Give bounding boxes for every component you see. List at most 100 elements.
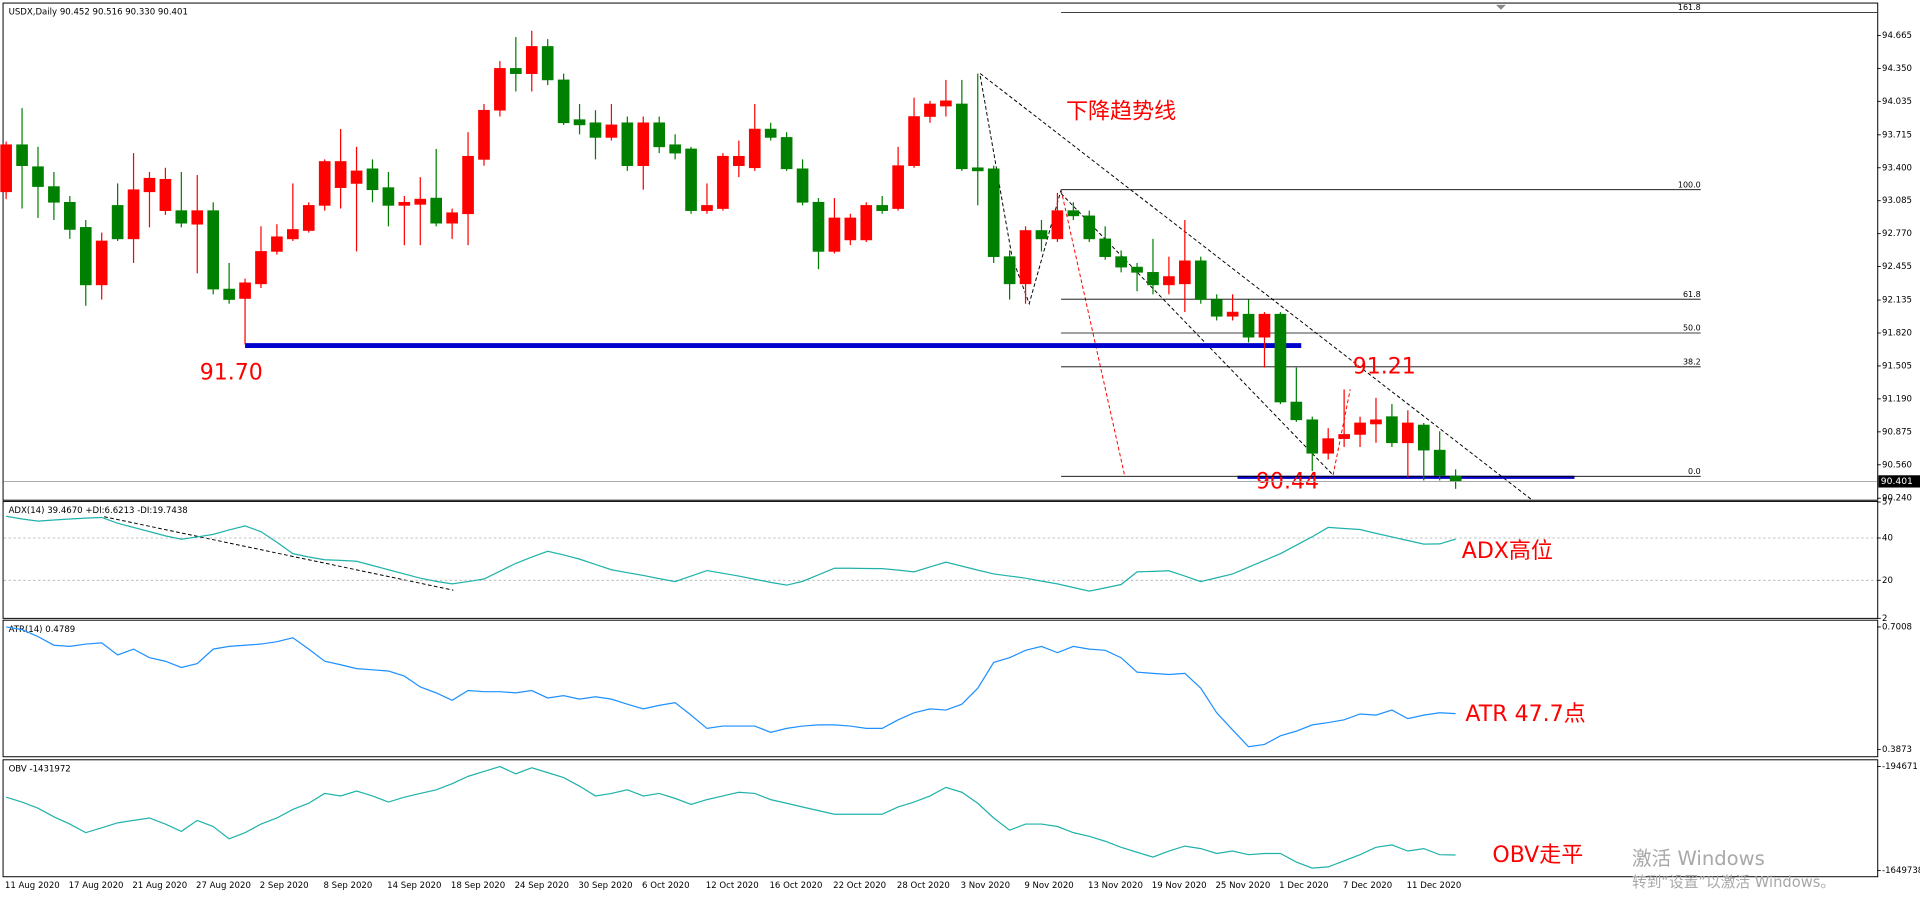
candle-body bbox=[525, 46, 538, 74]
pane-title: ADX(14) 39.4670 +DI:6.6213 -DI:19.7438 bbox=[9, 506, 188, 516]
candle-body bbox=[1115, 256, 1127, 268]
candle-body bbox=[1147, 272, 1159, 286]
price-label: 90.401 bbox=[1881, 476, 1913, 487]
pane-title: OBV -1431972 bbox=[9, 764, 71, 774]
candle-body bbox=[48, 186, 60, 203]
x-tick-label: 9 Nov 2020 bbox=[1024, 881, 1073, 891]
candle-body bbox=[1338, 434, 1350, 439]
watermark: 激活 Windows bbox=[1632, 847, 1765, 870]
candle-body bbox=[987, 168, 1000, 257]
candle-body bbox=[637, 122, 650, 166]
candle-body bbox=[382, 187, 395, 206]
candle-body bbox=[924, 103, 936, 117]
candle-body bbox=[1306, 419, 1319, 454]
y-tick-label: 93.400 bbox=[1882, 163, 1912, 173]
candle-body bbox=[366, 168, 379, 191]
atr-pane bbox=[2, 619, 1879, 758]
y-tick-label: 94.350 bbox=[1882, 64, 1912, 74]
candle-body bbox=[1003, 256, 1016, 285]
candle-body bbox=[701, 205, 713, 211]
candle-body bbox=[669, 144, 681, 154]
candle-body bbox=[302, 205, 315, 231]
y-tick-label: -194671 bbox=[1882, 762, 1918, 772]
candle-body bbox=[717, 155, 729, 209]
candle-body bbox=[1067, 210, 1080, 217]
x-tick-label: 16 Oct 2020 bbox=[769, 881, 822, 891]
candle-body bbox=[733, 155, 745, 166]
annotation: 91.21 bbox=[1353, 354, 1416, 379]
x-tick-label: 27 Aug 2020 bbox=[196, 881, 251, 891]
candle-body bbox=[95, 240, 108, 286]
y-tick-label: 0.7008 bbox=[1882, 622, 1912, 632]
candle-body bbox=[1163, 276, 1175, 286]
candle-body bbox=[573, 119, 586, 126]
y-tick-label: 93.085 bbox=[1882, 196, 1912, 206]
x-tick-label: 7 Dec 2020 bbox=[1343, 881, 1392, 891]
x-tick-label: 11 Aug 2020 bbox=[5, 881, 60, 891]
candle-body bbox=[430, 197, 443, 224]
fib-label: 50.0 bbox=[1683, 324, 1701, 333]
candle-body bbox=[1290, 401, 1303, 421]
y-tick-label: 93.715 bbox=[1882, 130, 1912, 140]
candle-body bbox=[207, 210, 220, 290]
annotation: ATR 47.7点 bbox=[1465, 702, 1585, 727]
indicator-line bbox=[6, 515, 1456, 592]
fib-label: 100.0 bbox=[1678, 180, 1701, 189]
candle-body bbox=[557, 79, 570, 124]
candle-body bbox=[589, 122, 602, 138]
candle-body bbox=[971, 167, 984, 172]
y-tick-label: 94.665 bbox=[1882, 31, 1912, 41]
fib-label: 0.0 bbox=[1688, 467, 1701, 476]
support-label: 90.44 bbox=[1256, 469, 1319, 494]
indicator-line bbox=[6, 626, 1456, 748]
pane-title: USDX,Daily 90.452 90.516 90.330 90.401 bbox=[9, 8, 188, 18]
candle-body bbox=[510, 68, 522, 74]
candle-body bbox=[1131, 266, 1143, 273]
projection-line bbox=[1332, 389, 1351, 476]
x-tick-label: 28 Oct 2020 bbox=[897, 881, 950, 891]
candle-body bbox=[398, 201, 411, 206]
x-tick-label: 24 Sep 2020 bbox=[515, 881, 569, 891]
y-tick-label: -1649738 bbox=[1882, 866, 1920, 876]
candle-body bbox=[318, 161, 331, 206]
x-tick-label: 2 Sep 2020 bbox=[260, 881, 309, 891]
candle-body bbox=[1210, 299, 1223, 317]
candle-body bbox=[350, 170, 363, 184]
y-tick-label: 91.820 bbox=[1882, 328, 1912, 338]
y-tick-label: 91.505 bbox=[1882, 361, 1912, 371]
support-label: 91.70 bbox=[200, 360, 263, 385]
candle-body bbox=[111, 205, 124, 240]
candle-body bbox=[1433, 449, 1446, 476]
y-tick-label: 94.035 bbox=[1882, 97, 1912, 107]
candle-body bbox=[223, 288, 235, 300]
candle-body bbox=[478, 109, 490, 160]
candle-body bbox=[940, 100, 952, 107]
y-tick-label: 0.3873 bbox=[1882, 745, 1912, 755]
y-tick-label: 90.560 bbox=[1882, 460, 1912, 470]
candle-body bbox=[1386, 416, 1398, 444]
candle-body bbox=[1083, 215, 1096, 240]
annotation: 下降趋势线 bbox=[1066, 100, 1176, 125]
fib-label: 61.8 bbox=[1683, 290, 1701, 299]
x-tick-label: 18 Sep 2020 bbox=[451, 881, 505, 891]
y-tick-label: 40 bbox=[1882, 533, 1893, 543]
candle-body bbox=[1274, 313, 1287, 403]
annotation: OBV走平 bbox=[1492, 843, 1583, 868]
candle-body bbox=[462, 155, 474, 215]
watermark: 转到“设置”以激活 Windows。 bbox=[1632, 874, 1835, 891]
candle-body bbox=[334, 161, 347, 188]
candle-body bbox=[175, 210, 188, 224]
candle-body bbox=[1194, 260, 1207, 300]
marker bbox=[1496, 4, 1506, 10]
candle-body bbox=[780, 137, 793, 170]
candle-body bbox=[32, 166, 44, 187]
y-tick-label: 57 bbox=[1882, 498, 1893, 508]
y-tick-label: 92.770 bbox=[1882, 229, 1912, 239]
candle-body bbox=[239, 282, 251, 299]
candle-body bbox=[1019, 230, 1032, 285]
pane-title: ATR(14) 0.4789 bbox=[9, 625, 76, 635]
candle-body bbox=[812, 201, 825, 252]
x-tick-label: 8 Sep 2020 bbox=[323, 881, 372, 891]
candle-body bbox=[1322, 438, 1335, 454]
